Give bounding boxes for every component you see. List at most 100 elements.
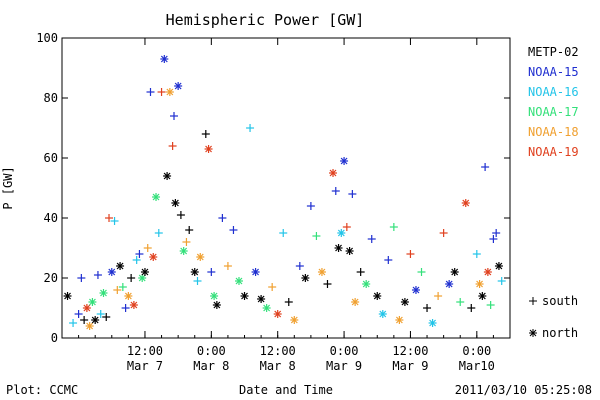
south-point xyxy=(74,310,83,318)
north-point xyxy=(88,298,97,306)
north-point xyxy=(116,262,125,270)
north-point xyxy=(63,292,72,300)
north-point xyxy=(163,172,172,180)
y-tick-label: 40 xyxy=(44,211,58,225)
legend-entry: NOAA-19 xyxy=(528,145,579,159)
legend-entry: NOAA-17 xyxy=(528,105,579,119)
x-tick-label: 0:00 xyxy=(462,344,491,358)
south-point xyxy=(406,250,415,258)
north-point xyxy=(124,292,133,300)
x-tick-date-label: Mar 8 xyxy=(260,359,296,373)
north-point xyxy=(190,268,199,276)
south-point xyxy=(168,142,177,150)
north-point xyxy=(179,247,188,255)
x-tick-label: 0:00 xyxy=(330,344,359,358)
north-point xyxy=(160,55,169,63)
north-marker-icon xyxy=(529,329,537,337)
south-marker-icon xyxy=(529,297,537,305)
south-point xyxy=(384,256,393,264)
plot-frame xyxy=(61,37,511,339)
legend-entry: NOAA-16 xyxy=(528,85,579,99)
x-tick-date-label: Mar10 xyxy=(459,359,495,373)
south-point xyxy=(143,244,152,252)
north-point xyxy=(428,319,437,327)
north-point xyxy=(373,292,382,300)
north-point xyxy=(165,88,174,96)
south-point xyxy=(356,268,365,276)
south-point xyxy=(118,283,127,291)
south-point xyxy=(389,223,398,231)
chart-title: Hemispheric Power [GW] xyxy=(166,11,365,29)
north-point xyxy=(340,157,349,165)
south-point xyxy=(367,235,376,243)
north-point xyxy=(351,298,360,306)
x-tick-date-label: Mar 8 xyxy=(193,359,229,373)
legend-entry: NOAA-18 xyxy=(528,125,579,139)
south-point xyxy=(279,229,288,237)
north-point xyxy=(210,292,219,300)
x-tick-label: 12:00 xyxy=(260,344,296,358)
south-point xyxy=(96,310,105,318)
north-point xyxy=(251,268,260,276)
south-point xyxy=(135,250,144,258)
south-point xyxy=(127,274,136,282)
south-point xyxy=(417,268,426,276)
north-point xyxy=(85,322,94,330)
south-point xyxy=(246,124,255,132)
south-point xyxy=(132,256,141,264)
y-tick-label: 80 xyxy=(44,91,58,105)
north-point xyxy=(445,280,454,288)
south-point xyxy=(229,226,238,234)
north-point xyxy=(140,268,149,276)
south-point xyxy=(486,301,495,309)
south-point xyxy=(176,211,185,219)
legend-entry: METP-02 xyxy=(528,45,579,59)
legend-marker-label: south xyxy=(542,294,578,308)
south-point xyxy=(182,238,191,246)
south-point xyxy=(93,271,102,279)
south-point xyxy=(342,223,351,231)
north-point xyxy=(234,277,243,285)
north-point xyxy=(99,289,108,297)
y-tick-label: 20 xyxy=(44,271,58,285)
north-point xyxy=(395,316,404,324)
y-tick-label: 100 xyxy=(36,31,58,45)
north-point xyxy=(290,316,299,324)
footer-credit: Plot: CCMC xyxy=(6,383,78,397)
south-point xyxy=(312,232,321,240)
south-point xyxy=(489,235,498,243)
north-point xyxy=(257,295,266,303)
north-point xyxy=(378,310,387,318)
south-point xyxy=(77,274,86,282)
north-point xyxy=(334,244,343,252)
north-point xyxy=(345,247,354,255)
north-point xyxy=(107,268,116,276)
south-point xyxy=(472,250,481,258)
y-tick-label: 0 xyxy=(51,331,58,345)
south-point xyxy=(105,214,114,222)
north-point xyxy=(204,145,213,153)
south-point xyxy=(157,88,166,96)
x-tick-label: 12:00 xyxy=(392,344,428,358)
north-point xyxy=(273,310,282,318)
south-point xyxy=(146,88,155,96)
south-point xyxy=(284,298,293,306)
south-point xyxy=(80,316,89,324)
north-point xyxy=(475,280,484,288)
x-tick-label: 0:00 xyxy=(197,344,226,358)
south-point xyxy=(348,190,357,198)
south-point xyxy=(492,229,501,237)
legend-entry: NOAA-15 xyxy=(528,65,579,79)
south-point xyxy=(467,304,476,312)
south-point xyxy=(154,229,163,237)
north-point xyxy=(212,301,221,309)
south-point xyxy=(170,112,178,120)
x-tick-date-label: Mar 7 xyxy=(127,359,163,373)
legend: METP-02 NOAA-15 NOAA-16 NOAA-17 NOAA-18 NOAA-… xyxy=(528,45,579,340)
north-point xyxy=(138,274,147,282)
south-point xyxy=(456,298,465,306)
north-point xyxy=(171,199,180,207)
north-point xyxy=(461,199,470,207)
north-point xyxy=(478,292,487,300)
